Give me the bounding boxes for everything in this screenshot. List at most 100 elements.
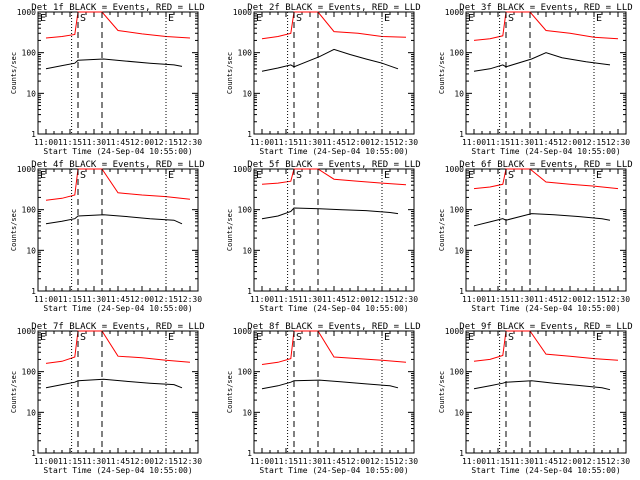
y-tick-label: 10 bbox=[454, 408, 464, 417]
y-axis-label: Counts/sec bbox=[10, 209, 18, 251]
chart-panel: Det 7f BLACK = Events, RED = LLD 1 10 100 10… bbox=[10, 322, 205, 475]
marker-label: E bbox=[168, 170, 174, 181]
x-tick-label: 11:00 bbox=[462, 138, 486, 147]
marker-label: E bbox=[596, 332, 602, 343]
x-axis-label: Start Time (24-Sep-04 10:55:00) bbox=[43, 466, 192, 475]
event-rate-line bbox=[261, 207, 399, 220]
x-tick-label: 11:00 bbox=[250, 457, 274, 466]
marker-label: E bbox=[468, 13, 474, 24]
x-tick-label: 12:00 bbox=[346, 457, 370, 466]
y-axis-label: Counts/sec bbox=[438, 52, 446, 94]
x-tick-label: 12:15 bbox=[582, 457, 606, 466]
y-tick-label: 1000 bbox=[445, 327, 464, 336]
marker-label: S bbox=[80, 13, 86, 24]
marker-label: E bbox=[40, 13, 46, 24]
y-tick-label: 1000 bbox=[233, 165, 252, 174]
y-axis-label: Counts/sec bbox=[438, 371, 446, 413]
y-axis-label: Counts/sec bbox=[10, 52, 18, 94]
y-tick-label: 100 bbox=[238, 49, 253, 58]
plot-frame bbox=[37, 330, 199, 454]
marker-label: E bbox=[384, 332, 390, 343]
x-tick-label: 12:15 bbox=[370, 138, 394, 147]
x-tick-label: 12:00 bbox=[130, 138, 154, 147]
x-tick-label: 12:30 bbox=[394, 295, 418, 304]
x-tick-label: 11:00 bbox=[250, 138, 274, 147]
x-tick-label: 11:15 bbox=[274, 457, 298, 466]
x-tick-label: 11:00 bbox=[250, 295, 274, 304]
x-axis-label: Start Time (24-Sep-04 10:55:00) bbox=[471, 304, 620, 313]
y-tick-label: 100 bbox=[22, 206, 37, 215]
x-tick-label: 12:00 bbox=[558, 138, 582, 147]
x-tick-label: 11:30 bbox=[510, 138, 534, 147]
x-tick-label: 12:00 bbox=[558, 457, 582, 466]
x-tick-label: 12:30 bbox=[394, 138, 418, 147]
x-tick-label: 11:30 bbox=[82, 138, 106, 147]
x-axis-label: Start Time (24-Sep-04 10:55:00) bbox=[43, 304, 192, 313]
x-tick-label: 12:15 bbox=[154, 138, 178, 147]
y-tick-label: 1000 bbox=[233, 8, 252, 17]
x-tick-label: 12:15 bbox=[370, 457, 394, 466]
y-axis-label: Counts/sec bbox=[10, 371, 18, 413]
y-tick-label: 10 bbox=[242, 89, 252, 98]
y-tick-label: 1 bbox=[459, 449, 464, 458]
x-tick-label: 11:15 bbox=[486, 295, 510, 304]
x-tick-label: 12:00 bbox=[130, 295, 154, 304]
x-tick-label: 11:45 bbox=[106, 295, 130, 304]
y-tick-label: 1000 bbox=[445, 8, 464, 17]
x-tick-label: 11:00 bbox=[462, 295, 486, 304]
x-tick-label: 11:45 bbox=[322, 457, 346, 466]
chart-title: Det 4f BLACK = Events, RED = LLD bbox=[31, 160, 204, 170]
y-tick-label: 10 bbox=[242, 408, 252, 417]
x-tick-label: 12:00 bbox=[346, 295, 370, 304]
chart-title: Det 2f BLACK = Events, RED = LLD bbox=[247, 3, 420, 13]
event-rate-line bbox=[45, 214, 183, 225]
x-tick-label: 11:00 bbox=[34, 138, 58, 147]
x-tick-label: 11:30 bbox=[82, 295, 106, 304]
x-axis-label: Start Time (24-Sep-04 10:55:00) bbox=[259, 304, 408, 313]
y-tick-label: 1000 bbox=[17, 165, 36, 174]
event-rate-line bbox=[473, 213, 611, 227]
y-tick-label: 10 bbox=[242, 246, 252, 255]
x-tick-label: 12:30 bbox=[178, 138, 202, 147]
chart-panel: Det 9f BLACK = Events, RED = LLD 1 10 100 10… bbox=[438, 322, 633, 475]
plot-frame bbox=[253, 330, 415, 454]
x-tick-label: 11:30 bbox=[510, 295, 534, 304]
y-tick-label: 100 bbox=[22, 49, 37, 58]
x-tick-label: 12:00 bbox=[558, 295, 582, 304]
chart-panel: Det 6f BLACK = Events, RED = LLD 1 10 100 10… bbox=[438, 160, 633, 313]
plot-frame bbox=[37, 168, 199, 292]
chart-title: Det 9f BLACK = Events, RED = LLD bbox=[459, 322, 632, 332]
y-tick-label: 1 bbox=[459, 287, 464, 296]
x-tick-label: 11:15 bbox=[58, 295, 82, 304]
x-tick-label: 11:00 bbox=[34, 457, 58, 466]
y-tick-label: 1 bbox=[31, 287, 36, 296]
event-rate-line bbox=[473, 52, 611, 72]
marker-label: S bbox=[508, 170, 514, 181]
y-tick-label: 1 bbox=[459, 130, 464, 139]
marker-label: E bbox=[168, 332, 174, 343]
x-tick-label: 12:30 bbox=[178, 295, 202, 304]
marker-label: E bbox=[256, 332, 262, 343]
x-tick-label: 11:00 bbox=[34, 295, 58, 304]
y-axis-label: Counts/sec bbox=[438, 209, 446, 251]
chart-title: Det 8f BLACK = Events, RED = LLD bbox=[247, 322, 420, 332]
marker-label: S bbox=[80, 170, 86, 181]
x-tick-label: 11:15 bbox=[274, 138, 298, 147]
event-rate-line bbox=[45, 58, 183, 70]
x-tick-label: 12:15 bbox=[154, 457, 178, 466]
plot-frame bbox=[465, 330, 627, 454]
x-tick-label: 11:30 bbox=[298, 457, 322, 466]
x-tick-label: 11:45 bbox=[534, 295, 558, 304]
y-tick-label: 1 bbox=[31, 130, 36, 139]
x-axis-label: Start Time (24-Sep-04 10:55:00) bbox=[471, 466, 620, 475]
chart-panel: Det 5f BLACK = Events, RED = LLD 1 10 100 10… bbox=[226, 160, 421, 313]
x-tick-label: 11:45 bbox=[322, 138, 346, 147]
marker-label: E bbox=[168, 13, 174, 24]
x-tick-label: 11:45 bbox=[106, 138, 130, 147]
marker-label: E bbox=[596, 13, 602, 24]
marker-label: S bbox=[508, 13, 514, 24]
x-tick-label: 12:30 bbox=[394, 457, 418, 466]
marker-label: E bbox=[256, 170, 262, 181]
y-tick-label: 10 bbox=[26, 246, 36, 255]
y-tick-label: 1 bbox=[247, 287, 252, 296]
